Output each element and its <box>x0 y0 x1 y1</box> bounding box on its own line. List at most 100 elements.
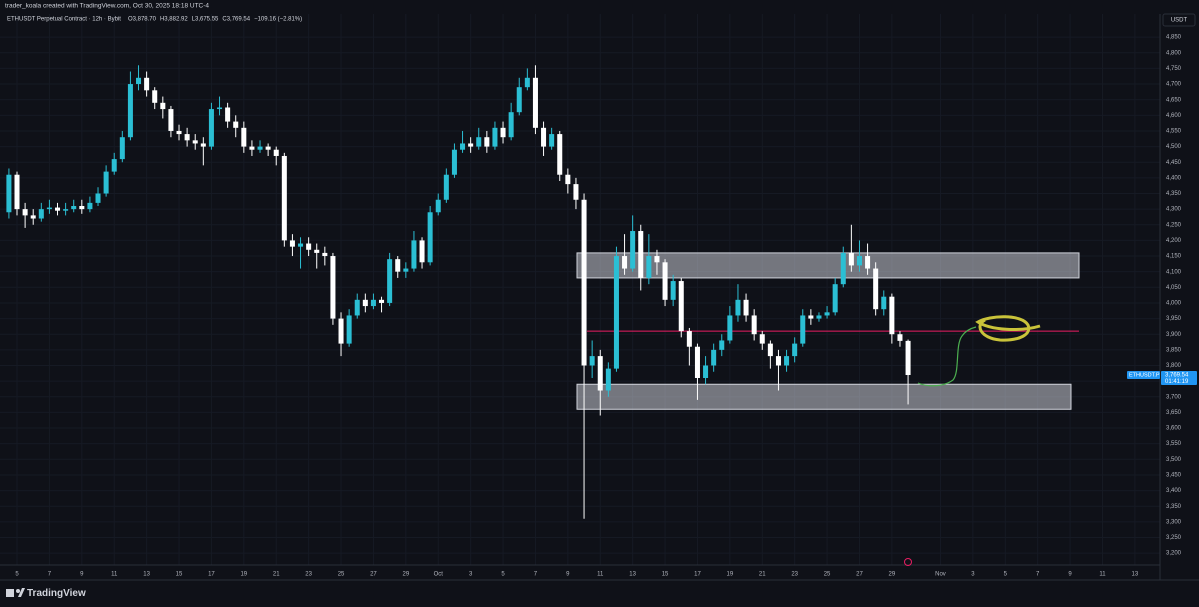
footer-logo: TradingView <box>6 588 86 599</box>
candle-body <box>759 334 765 344</box>
candle-body <box>176 130 182 135</box>
x-tick-label: 19 <box>240 572 247 578</box>
y-tick-label: 3,500 <box>1166 457 1182 463</box>
candle-body <box>581 199 587 366</box>
candle-body <box>654 256 660 263</box>
candle-body <box>832 284 838 313</box>
x-tick-label: 29 <box>402 572 409 578</box>
candle-body <box>549 134 555 147</box>
candle-body <box>881 296 887 310</box>
candle-body <box>613 256 619 369</box>
price-zone <box>576 383 1072 410</box>
y-tick-label: 3,700 <box>1166 394 1182 400</box>
candle-body <box>686 331 692 347</box>
x-tick-label: Oct <box>434 572 444 578</box>
logo-mark <box>6 589 14 597</box>
x-tick-label: 23 <box>791 572 798 578</box>
candle-body <box>565 174 571 185</box>
y-tick-label: 3,200 <box>1166 551 1182 557</box>
y-tick-label: 3,950 <box>1166 316 1182 322</box>
candle-body <box>865 256 871 269</box>
candle-body <box>249 146 255 150</box>
candle-body <box>289 240 295 247</box>
x-tick-label: 7 <box>48 572 52 578</box>
legend: ETHUSDT Perpetual Contract · 12h · Bybit… <box>7 17 302 23</box>
candle-body <box>217 107 223 110</box>
price-tag-value-box <box>1161 371 1197 386</box>
candle-body <box>767 343 773 357</box>
y-tick-label: 3,550 <box>1166 441 1182 447</box>
candle-body <box>508 112 514 138</box>
y-tick-label: 3,850 <box>1166 347 1182 353</box>
y-tick-label: 3,650 <box>1166 410 1182 416</box>
candle-body <box>225 107 231 122</box>
candle-body <box>419 240 425 263</box>
candle-body <box>208 109 214 147</box>
candle-body <box>160 102 166 110</box>
y-tick-label: 4,400 <box>1166 175 1182 181</box>
candle-body <box>95 193 101 203</box>
x-tick-label: 11 <box>597 572 604 578</box>
x-tick-label: 9 <box>566 572 570 578</box>
zones <box>576 252 1080 410</box>
x-tick-label: 13 <box>1132 572 1139 578</box>
legend-close: C3,769.54 <box>222 17 250 23</box>
logo-slash <box>18 588 25 597</box>
x-tick-label: 21 <box>273 572 280 578</box>
x-tick-label: 5 <box>1004 572 1008 578</box>
candle-body <box>808 315 814 319</box>
candle-body <box>792 343 798 357</box>
candle-body <box>468 143 474 147</box>
x-tick-label: 21 <box>759 572 766 578</box>
candle-body <box>144 77 150 91</box>
y-tick-label: 4,500 <box>1166 144 1182 150</box>
candle-body <box>435 199 441 213</box>
candle-body <box>484 137 490 147</box>
y-tick-label: 4,800 <box>1166 50 1182 56</box>
candle-body <box>281 155 287 241</box>
candle-body <box>451 149 457 175</box>
candle-body <box>751 315 757 335</box>
currency-box[interactable] <box>1162 13 1196 27</box>
candle-body <box>500 127 506 138</box>
candle-body <box>848 252 854 266</box>
candle-body <box>200 143 206 147</box>
candle-body <box>524 77 530 88</box>
candle-body <box>492 127 498 147</box>
y-tick-label: 4,250 <box>1166 222 1182 228</box>
candle-body <box>111 159 117 172</box>
y-tick-label: 4,550 <box>1166 129 1182 135</box>
candle-body <box>338 318 344 344</box>
y-tick-label: 3,350 <box>1166 504 1182 510</box>
price-zone <box>576 252 1080 279</box>
candle-body <box>589 356 595 366</box>
x-tick-label: 25 <box>824 572 831 578</box>
drawn-ellipse <box>975 315 1041 342</box>
x-tick-label: 11 <box>1099 572 1106 578</box>
legend-open: O3,878.70 <box>128 17 157 23</box>
candle-body <box>306 243 312 250</box>
candle-body <box>387 259 393 303</box>
candle-body <box>897 334 903 341</box>
candle-body <box>605 368 611 391</box>
candle-body <box>55 207 61 211</box>
candle-body <box>395 259 401 272</box>
candle-body <box>346 315 352 344</box>
candles <box>6 65 911 519</box>
candle-body <box>14 174 20 210</box>
candle-body <box>840 252 846 285</box>
candle-body <box>711 349 717 366</box>
candle-body <box>370 299 376 307</box>
candle-body <box>597 356 603 391</box>
logo-dot <box>16 589 20 593</box>
event-icon[interactable] <box>904 558 912 566</box>
candle-body <box>816 315 822 319</box>
y-tick-label: 4,450 <box>1166 160 1182 166</box>
candle-body <box>541 127 547 147</box>
x-tick-label: 23 <box>305 572 312 578</box>
price-tag-box <box>1127 371 1160 380</box>
candle-body <box>670 281 676 300</box>
drawn-curve <box>917 326 977 387</box>
